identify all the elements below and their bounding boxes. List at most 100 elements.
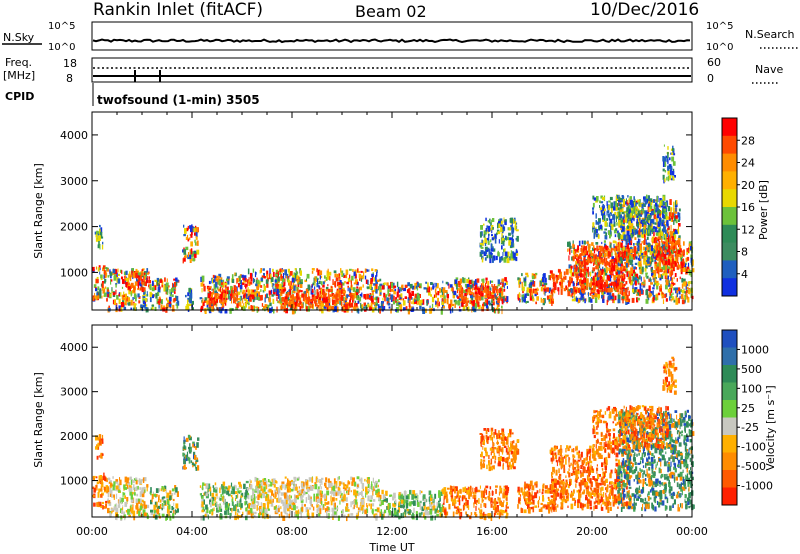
echo-cell (647, 233, 650, 237)
echo-cell (432, 286, 435, 290)
echo-cell (105, 503, 107, 509)
echo-cell (626, 200, 628, 204)
echo-cell (691, 260, 694, 266)
echo-cell (621, 284, 625, 290)
echo-cell (537, 288, 539, 291)
echo-cell (593, 260, 595, 265)
echo-cell (487, 220, 490, 223)
echo-cell (601, 197, 605, 201)
echo-cell (236, 295, 238, 302)
echo-cell (644, 235, 646, 241)
echo-cell (501, 238, 504, 244)
echo-cell (669, 271, 672, 277)
echo-cell (604, 270, 608, 276)
echo-cell (690, 242, 692, 249)
echo-cell (606, 218, 608, 221)
echo-cell (503, 217, 505, 223)
echo-cell (123, 306, 127, 310)
echo-cell (633, 196, 635, 200)
echo-cell (468, 291, 472, 294)
echo-cell (590, 253, 594, 257)
echo-cell (96, 485, 98, 488)
echo-cell (359, 296, 362, 302)
echo-cell (107, 486, 110, 492)
echo-cell (132, 510, 136, 517)
echo-cell (114, 272, 116, 276)
echo-cell (635, 256, 638, 260)
echo-cell (158, 496, 160, 503)
echo-cell (284, 302, 287, 308)
echo-cell (613, 299, 615, 304)
echo-cell (569, 268, 572, 274)
echo-cell (671, 237, 675, 242)
echo-cell (201, 288, 203, 293)
echo-cell (268, 290, 272, 295)
echo-cell (375, 300, 378, 305)
echo-cell (677, 250, 681, 253)
echo-cell (671, 165, 673, 168)
echo-cell (319, 270, 323, 276)
echo-cell (443, 289, 445, 295)
echo-cell (219, 286, 222, 292)
echo-cell (577, 267, 581, 273)
echo-cell (497, 250, 499, 254)
echo-cell (613, 221, 616, 227)
echo-cell (357, 300, 360, 304)
echo-cell (203, 285, 206, 292)
echo-cell (192, 226, 195, 233)
echo-cell (581, 257, 583, 261)
echo-cell (445, 281, 448, 285)
echo-cell (616, 276, 620, 282)
echo-cell (481, 257, 484, 263)
echo-cell (668, 245, 671, 250)
echo-cell (661, 292, 664, 295)
echo-cell (274, 285, 278, 291)
echo-cell (237, 493, 239, 498)
echo-cell (407, 282, 410, 287)
echo-cell (663, 179, 665, 184)
echo-cell (113, 481, 116, 487)
echo-cell (620, 266, 623, 271)
echo-cell (643, 256, 646, 262)
echo-cell (524, 278, 526, 281)
echo-cell (190, 234, 193, 238)
echo-cell (501, 283, 504, 288)
echo-cell (313, 299, 317, 304)
echo-cell (630, 255, 634, 260)
echo-cell (653, 284, 655, 287)
echo-cell (626, 251, 628, 256)
echo-cell (491, 219, 493, 223)
echo-cell (211, 292, 214, 295)
echo-cell (640, 220, 643, 224)
echo-cell (261, 294, 263, 301)
echo-cell (144, 290, 146, 295)
echo-cell (615, 256, 618, 259)
echo-cell (295, 268, 297, 274)
echo-cell (653, 269, 656, 274)
echo-cell (344, 281, 346, 284)
echo-cell (667, 152, 669, 159)
echo-cell (483, 223, 485, 226)
echo-cell (299, 277, 301, 281)
echo-cell (644, 229, 646, 234)
echo-cell (505, 282, 508, 285)
echo-cell (573, 249, 575, 255)
echo-cell (672, 260, 675, 265)
echo-cell (641, 241, 643, 244)
echo-cell (608, 224, 611, 227)
echo-cell (636, 231, 638, 234)
echo-cell (411, 301, 413, 304)
echo-cell (628, 290, 630, 296)
echo-cell (133, 492, 136, 496)
echo-cell (644, 216, 647, 220)
echo-cell (338, 282, 341, 285)
echo-cell (604, 292, 606, 295)
echo-cell (673, 276, 675, 280)
echo-cell (129, 476, 132, 480)
echo-cell (481, 278, 484, 282)
echo-cell (613, 262, 616, 267)
echo-cell (635, 209, 638, 215)
echo-cell (683, 297, 686, 304)
echo-cell (189, 450, 192, 454)
echo-cell (496, 229, 500, 233)
